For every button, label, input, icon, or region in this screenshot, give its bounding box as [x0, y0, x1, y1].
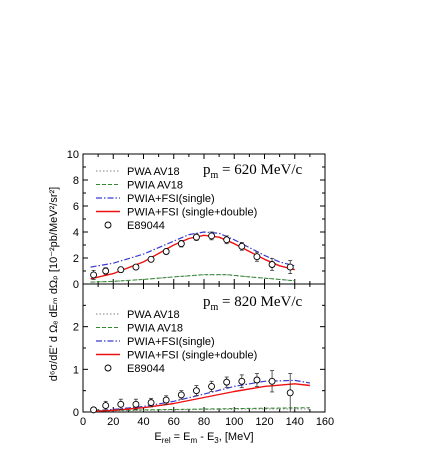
data-point	[102, 267, 110, 275]
legend-label: E89044	[127, 220, 165, 232]
y-tick-label: 4	[73, 227, 79, 239]
momentum-annotation: pm = 820 MeV/c	[203, 294, 302, 313]
data-point	[147, 255, 155, 263]
legend-label: PWIA+FSI (single+double)	[127, 350, 257, 362]
x-tick-label: 80	[198, 416, 210, 428]
data-point	[253, 253, 261, 261]
data-point	[268, 261, 276, 268]
legend-marker	[104, 221, 112, 229]
data-point	[90, 271, 98, 279]
series-line	[90, 274, 295, 283]
y-tick-label: 0	[73, 407, 79, 419]
series-line	[90, 379, 311, 412]
x-tick-label: 0	[80, 416, 86, 428]
panel-bottom: 0 20 40 60 80 100 120 140 160 0 1 2 pm = 820 MeV/c PW…	[73, 283, 334, 428]
data-point	[162, 396, 170, 404]
legend-label: PWIA+FSI(single)	[127, 193, 215, 205]
data-point	[286, 389, 294, 397]
legend-label: PWIA+FSI(single)	[127, 336, 215, 348]
x-tick-label: 140	[286, 416, 304, 428]
data-point	[147, 399, 155, 407]
legend-label: PWIA+FSI (single+double)	[127, 207, 257, 219]
x-tick-label: 100	[225, 416, 243, 428]
x-tick-label: 160	[316, 416, 334, 428]
y-axis-label: d⁶σ/dE' d Ωₑ dEₘ dΩₚ [10⁻²pb/MeV²/sr²]	[48, 187, 60, 381]
axis-labels: Erel = Em - E3, [MeV] d⁶σ/dE' d Ωₑ dEₘ dΩ…	[48, 187, 254, 445]
data-point	[238, 377, 246, 385]
y-tick-label: 10	[67, 149, 79, 161]
data-point	[132, 400, 140, 408]
data-point	[132, 263, 140, 271]
y-tick-label: 6	[73, 201, 79, 213]
y-tick-label: 2	[73, 322, 79, 334]
data-point	[208, 382, 216, 390]
data-point	[223, 236, 231, 244]
data-point	[177, 240, 185, 248]
legend-label: PWIA AV18	[127, 180, 183, 192]
x-tick-label: 20	[107, 416, 119, 428]
data-point	[192, 233, 200, 241]
data-point	[117, 266, 125, 274]
x-tick-label: 120	[255, 416, 273, 428]
data-point	[192, 387, 200, 395]
legend-label: PWA AV18	[127, 166, 180, 178]
series-line	[90, 383, 310, 413]
x-axis-label: Erel = Em - E3, [MeV]	[154, 431, 253, 445]
data-point	[117, 400, 125, 408]
legend-label: E89044	[127, 363, 165, 375]
y-tick-label: 2	[73, 253, 79, 265]
data-point	[102, 402, 110, 410]
momentum-annotation: pm = 620 MeV/c	[203, 162, 302, 181]
y-tick-label: 0	[73, 279, 79, 291]
x-tick-label: 40	[137, 416, 149, 428]
legend-label: PWIA AV18	[127, 323, 183, 335]
data-point	[223, 378, 231, 386]
data-point	[253, 376, 261, 384]
data-point	[208, 232, 216, 240]
data-point	[162, 248, 170, 255]
legend-label: PWA AV18	[127, 309, 180, 321]
data-point	[177, 391, 185, 399]
series-line	[90, 408, 310, 412]
data-point	[286, 263, 294, 271]
y-tick-label: 8	[73, 175, 79, 187]
data-point	[268, 377, 276, 385]
x-tick-label: 60	[168, 416, 180, 428]
data-point	[238, 242, 246, 250]
legend-marker	[104, 364, 112, 372]
series-line	[90, 407, 310, 412]
y-tick-label: 1	[73, 364, 79, 376]
data-point	[90, 406, 98, 414]
